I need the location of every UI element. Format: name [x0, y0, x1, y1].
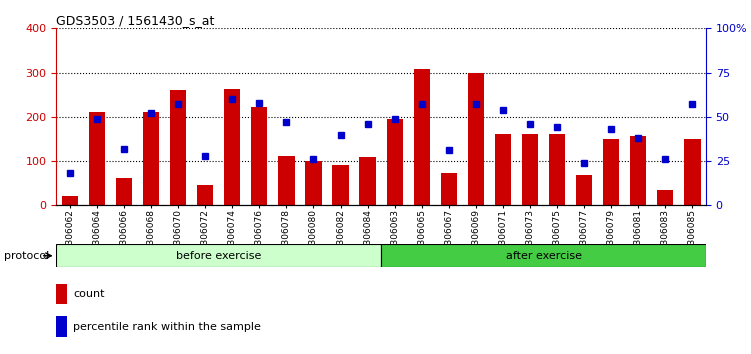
Bar — [549, 133, 566, 205]
Bar — [684, 139, 701, 205]
Bar — [576, 175, 593, 205]
Bar — [143, 113, 159, 205]
Bar — [224, 89, 240, 205]
Bar — [603, 139, 620, 205]
Text: GDS3503 / 1561430_s_at: GDS3503 / 1561430_s_at — [56, 14, 215, 27]
Text: percentile rank within the sample: percentile rank within the sample — [74, 321, 261, 332]
Bar — [56, 284, 67, 304]
Text: after exercise: after exercise — [505, 251, 581, 261]
Text: before exercise: before exercise — [176, 251, 261, 261]
Bar — [56, 244, 381, 267]
Bar — [333, 165, 348, 205]
Bar — [387, 119, 403, 205]
Bar — [89, 113, 105, 205]
Bar — [381, 244, 706, 267]
Text: protocol: protocol — [4, 251, 49, 261]
Bar — [62, 195, 78, 205]
Bar — [197, 185, 213, 205]
Bar — [56, 316, 67, 337]
Bar — [468, 74, 484, 205]
Bar — [170, 90, 186, 205]
Bar — [657, 190, 674, 205]
Bar — [522, 133, 538, 205]
Text: count: count — [74, 289, 104, 299]
Bar — [414, 69, 430, 205]
Bar — [116, 178, 132, 205]
Bar — [306, 161, 321, 205]
Bar — [630, 136, 647, 205]
Bar — [360, 156, 376, 205]
Bar — [441, 173, 457, 205]
Bar — [495, 133, 511, 205]
Bar — [279, 156, 294, 205]
Bar — [251, 107, 267, 205]
